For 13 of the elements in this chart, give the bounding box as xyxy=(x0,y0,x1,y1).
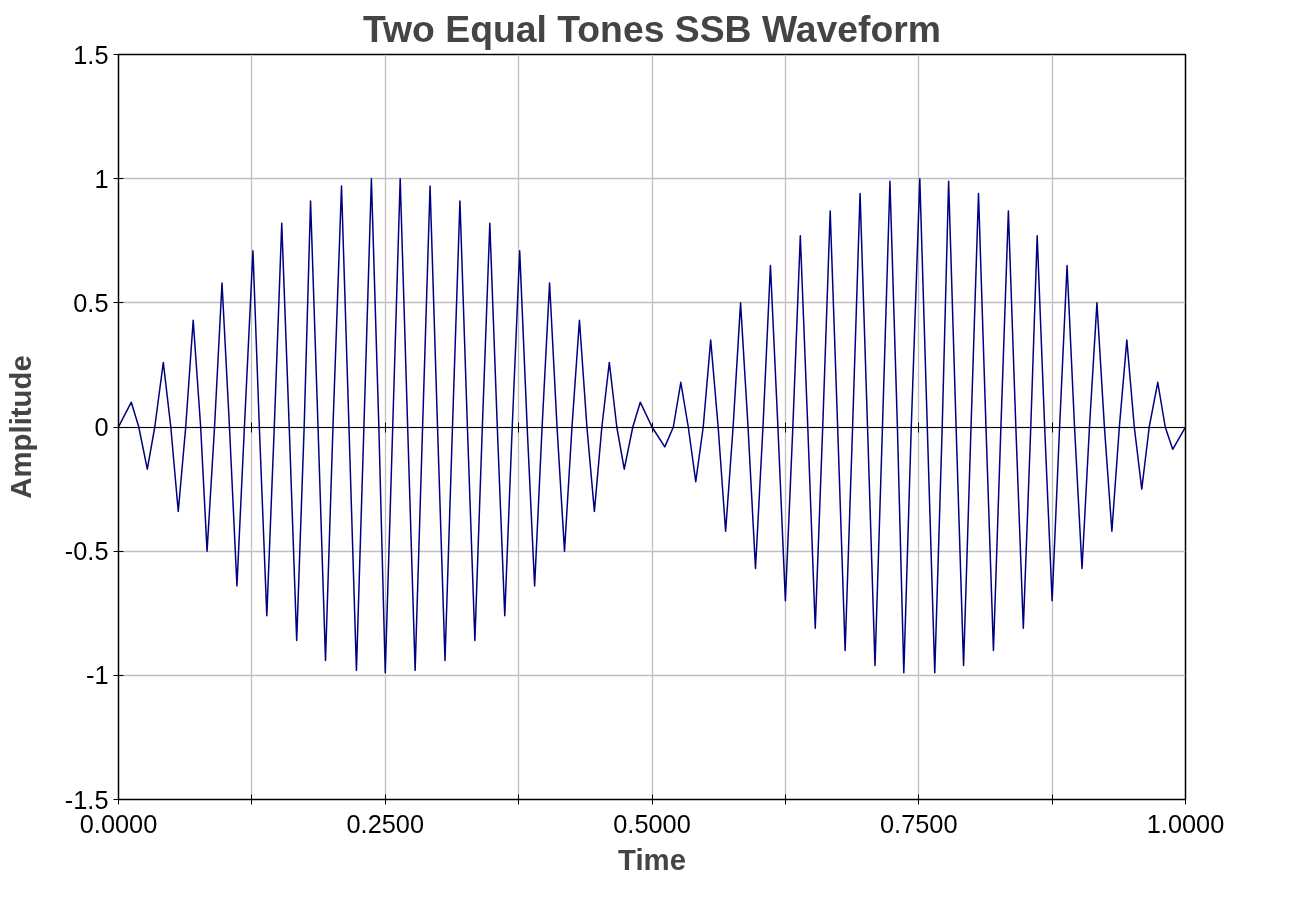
y-tick-label: 0 xyxy=(94,413,109,441)
y-tick-label: -0.5 xyxy=(64,537,109,566)
y-axis-title: Amplitude xyxy=(3,355,37,499)
x-tick-label: 0.7500 xyxy=(880,809,958,838)
x-axis-title: Time xyxy=(618,842,686,876)
x-tick-label: 0.5000 xyxy=(613,809,691,838)
y-tick-label: 1 xyxy=(94,164,109,193)
y-tick-label: -1 xyxy=(85,661,109,690)
chart-title: Two Equal Tones SSB Waveform xyxy=(363,7,941,50)
x-tick-label: 1.0000 xyxy=(1146,809,1225,838)
y-tick-label: 0.5 xyxy=(73,288,109,317)
x-tick-label: 0.2500 xyxy=(346,809,424,838)
y-tick-label: 1.5 xyxy=(73,40,109,69)
